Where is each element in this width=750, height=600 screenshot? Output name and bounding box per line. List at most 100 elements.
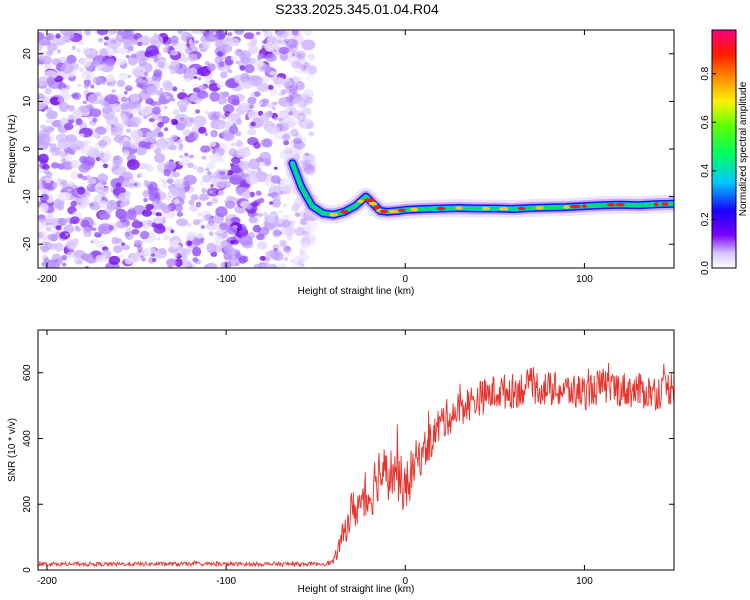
noise-blob	[163, 127, 169, 132]
noise-blob	[106, 199, 118, 211]
noise-blob	[154, 215, 163, 224]
noise-blob	[258, 213, 263, 217]
noise-blob	[188, 38, 193, 44]
noise-blob	[125, 128, 131, 133]
top-y-tick-label: -20	[22, 237, 33, 252]
noise-blob	[138, 172, 143, 176]
noise-blob	[133, 182, 138, 187]
noise-blob	[238, 52, 247, 61]
noise-blob	[198, 218, 205, 223]
noise-blob	[265, 53, 277, 62]
bottom-y-tick-label: 400	[22, 430, 33, 447]
noise-blob	[95, 182, 105, 192]
noise-blob	[94, 126, 107, 135]
top-y-tick-label: 10	[22, 95, 33, 107]
noise-blob	[282, 116, 292, 124]
noise-blob	[150, 143, 158, 151]
noise-blob	[143, 224, 151, 230]
noise-blob	[303, 164, 316, 176]
noise-blob	[181, 88, 185, 92]
noise-blob	[75, 118, 83, 126]
noise-blob	[124, 257, 134, 265]
top-x-tick-label: -200	[37, 274, 57, 285]
noise-blob	[188, 199, 195, 206]
noise-blob	[268, 102, 275, 109]
noise-blob	[276, 39, 283, 45]
noise-blob	[230, 142, 236, 147]
noise-blob	[305, 73, 315, 82]
noise-blob	[67, 114, 74, 120]
noise-blob	[78, 67, 84, 72]
noise-blob	[256, 167, 262, 173]
noise-blob	[250, 37, 258, 43]
noise-blob	[121, 30, 131, 40]
noise-blob	[266, 125, 280, 135]
noise-blob	[96, 30, 109, 36]
noise-blob	[139, 72, 146, 76]
noise-blob	[137, 162, 148, 170]
noise-blob	[144, 64, 148, 69]
noise-blob	[110, 124, 115, 128]
noise-blob	[218, 61, 225, 68]
noise-blob	[304, 160, 317, 170]
noise-blob	[198, 84, 206, 91]
noise-blob	[197, 76, 202, 81]
top-x-tick-label: 0	[402, 274, 408, 285]
noise-blob	[282, 245, 292, 253]
noise-blob	[149, 194, 154, 200]
noise-blob	[299, 217, 306, 225]
noise-blob	[303, 67, 310, 74]
noise-blob	[181, 248, 189, 255]
noise-blob	[285, 103, 291, 108]
chart-title: S233.2025.345.01.04.R04	[275, 1, 439, 17]
noise-blob	[63, 224, 75, 234]
noise-blob	[287, 110, 294, 116]
snr-plot-area	[38, 362, 674, 568]
noise-blob	[116, 58, 126, 66]
top-y-tick-label: 0	[22, 146, 33, 152]
noise-blob	[291, 61, 302, 69]
noise-blob	[170, 60, 181, 71]
noise-blob	[121, 96, 129, 103]
track-core	[379, 209, 388, 214]
noise-blob	[123, 90, 128, 95]
noise-blob	[78, 163, 91, 173]
noise-blob	[124, 231, 131, 237]
noise-blob	[161, 216, 166, 220]
noise-blob	[230, 55, 238, 62]
noise-blob	[120, 253, 125, 258]
noise-blob	[116, 30, 123, 36]
noise-blob	[244, 64, 255, 74]
noise-blob	[206, 171, 212, 176]
noise-blob	[58, 101, 69, 113]
noise-blob	[115, 182, 122, 188]
noise-blob	[160, 137, 165, 141]
noise-blob	[47, 242, 58, 250]
track-core	[388, 209, 397, 214]
noise-blob	[188, 47, 192, 51]
noise-blob	[68, 119, 75, 124]
noise-blob	[38, 153, 49, 164]
noise-blob	[90, 84, 95, 89]
noise-blob	[138, 58, 148, 67]
noise-blob	[296, 58, 308, 69]
noise-blob	[209, 190, 213, 194]
noise-blob	[201, 155, 207, 160]
noise-blob	[287, 55, 300, 64]
noise-blob	[175, 122, 186, 131]
bottom-x-axis-label: Height of straight line (km)	[298, 584, 415, 595]
noise-blob	[70, 171, 79, 180]
noise-blob	[251, 201, 259, 207]
noise-blob	[255, 31, 261, 36]
noise-blob	[209, 152, 221, 163]
noise-blob	[303, 154, 316, 163]
noise-blob	[227, 226, 238, 235]
noise-blob	[55, 33, 61, 39]
noise-blob	[65, 105, 71, 109]
noise-blob	[202, 41, 211, 50]
noise-blob	[248, 110, 259, 119]
noise-blob	[284, 30, 299, 39]
noise-blob	[177, 30, 183, 35]
noise-blob	[301, 235, 317, 245]
noise-blob	[203, 214, 213, 222]
